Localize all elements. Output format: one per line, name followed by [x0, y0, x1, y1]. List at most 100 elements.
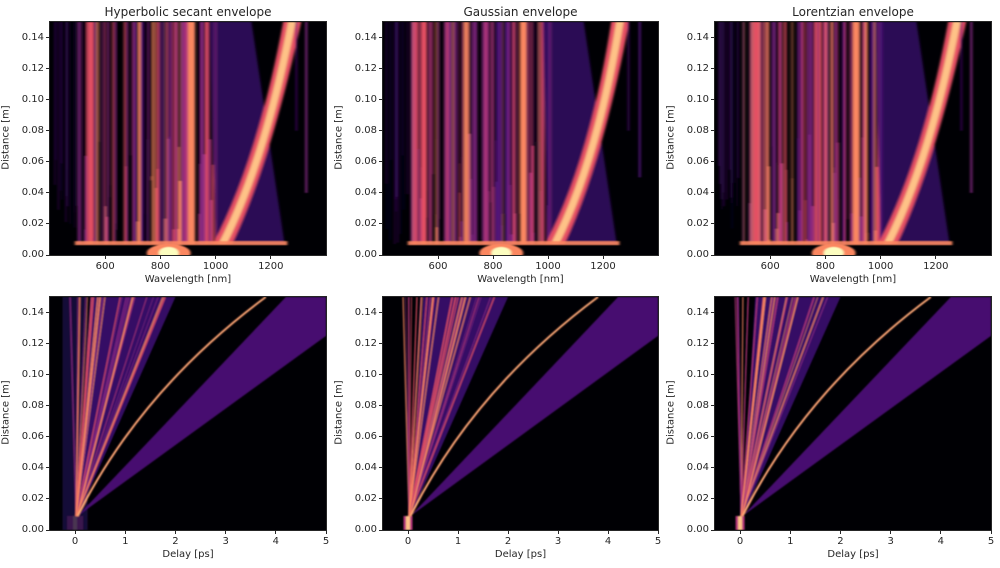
- y-tick: [379, 498, 383, 500]
- x-tick-label: 3: [554, 536, 562, 547]
- x-tick-label: 5: [654, 536, 662, 547]
- x-tick-label: 1: [454, 536, 462, 547]
- y-tick-label: 0.02: [686, 217, 709, 229]
- x-tick: [657, 530, 659, 534]
- x-tick-label: 1000: [867, 261, 894, 272]
- x-tick-label: 0: [404, 536, 412, 547]
- y-tick: [711, 130, 715, 132]
- y-tick: [379, 99, 383, 101]
- y-tick: [46, 374, 50, 376]
- y-tick-label: 0.08: [686, 399, 709, 411]
- y-tick-label: 0.08: [686, 124, 709, 136]
- x-tick: [935, 255, 937, 259]
- y-tick: [46, 529, 50, 531]
- y-tick: [711, 68, 715, 70]
- y-tick: [379, 467, 383, 469]
- y-tick: [379, 161, 383, 163]
- y-tick-label: 0.08: [21, 399, 44, 411]
- y-tick-label: 0.14: [21, 31, 44, 43]
- y-tick: [46, 254, 50, 256]
- y-tick-label: 0.06: [686, 430, 709, 442]
- chart-title: Gaussian envelope: [463, 5, 578, 19]
- x-tick-label: 3: [222, 536, 229, 547]
- y-tick-label: 0.04: [354, 186, 377, 198]
- x-tick-label: 4: [604, 536, 612, 547]
- y-tick: [711, 192, 715, 194]
- x-tick-label: 0: [736, 536, 744, 547]
- y-axis-label: Distance [m]: [333, 379, 345, 445]
- y-tick: [46, 68, 50, 70]
- x-tick-label: 2: [504, 536, 512, 547]
- y-tick: [379, 192, 383, 194]
- x-tick: [990, 530, 992, 534]
- y-tick-label: 0.08: [354, 399, 377, 411]
- y-tick-label: 0.12: [354, 337, 377, 349]
- x-tick: [457, 530, 459, 534]
- x-tick-label: 3: [887, 536, 894, 547]
- y-axis-label: Distance [m]: [0, 379, 12, 445]
- y-tick: [46, 99, 50, 101]
- x-tick-label: 1000: [535, 261, 561, 272]
- y-tick: [46, 343, 50, 345]
- x-tick: [104, 255, 106, 259]
- delay-heatmap: [383, 297, 658, 530]
- y-axis-label: Distance [m]: [665, 104, 677, 170]
- y-tick-label: 0.14: [686, 31, 709, 43]
- y-tick-label: 0.02: [354, 492, 377, 504]
- x-tick-label: 1200: [923, 261, 949, 272]
- y-tick-label: 0.12: [686, 62, 709, 74]
- x-tick-label: 2: [837, 536, 844, 547]
- x-tick: [124, 530, 126, 534]
- y-tick-label: 0.12: [21, 62, 44, 74]
- y-tick-label: 0.04: [686, 186, 709, 198]
- y-tick: [379, 529, 383, 531]
- x-tick-label: 1: [122, 536, 129, 547]
- y-tick-label: 0.10: [354, 93, 377, 105]
- y-tick-label: 0.06: [354, 155, 377, 167]
- y-tick-label: 0.14: [354, 31, 377, 43]
- y-tick-label: 0.00: [686, 524, 709, 535]
- y-tick-label: 0.12: [21, 337, 44, 349]
- y-tick: [379, 312, 383, 314]
- x-tick: [739, 530, 741, 534]
- y-tick-label: 0.02: [686, 492, 709, 504]
- y-tick: [711, 405, 715, 407]
- y-tick: [711, 529, 715, 531]
- y-tick: [379, 223, 383, 225]
- x-tick: [225, 530, 227, 534]
- x-tick: [557, 530, 559, 534]
- spectrum-heatmap: [715, 22, 991, 255]
- y-tick: [379, 405, 383, 407]
- y-tick-label: 0.08: [354, 124, 377, 136]
- x-tick-label: 800: [815, 261, 835, 272]
- x-tick: [437, 255, 439, 259]
- y-tick: [711, 312, 715, 314]
- x-tick-label: 5: [987, 536, 995, 547]
- y-tick-label: 0.06: [21, 155, 44, 167]
- y-tick-label: 0.04: [21, 186, 44, 198]
- x-tick: [607, 530, 609, 534]
- y-tick-label: 0.14: [21, 306, 44, 318]
- x-tick: [407, 530, 409, 534]
- x-tick: [839, 530, 841, 534]
- x-tick: [507, 530, 509, 534]
- y-tick-label: 0.14: [354, 306, 377, 318]
- y-tick-label: 0.04: [354, 461, 377, 473]
- y-tick: [379, 37, 383, 39]
- y-tick: [711, 343, 715, 345]
- x-tick-label: 5: [322, 536, 330, 547]
- y-tick: [711, 436, 715, 438]
- y-tick: [379, 68, 383, 70]
- x-tick-label: 1200: [258, 261, 284, 272]
- x-tick-label: 600: [95, 261, 115, 272]
- y-tick-label: 0.10: [686, 368, 709, 380]
- y-tick: [46, 312, 50, 314]
- x-tick: [880, 255, 882, 259]
- x-tick: [602, 255, 604, 259]
- x-tick: [492, 255, 494, 259]
- y-tick: [711, 161, 715, 163]
- x-axis-label: Wavelength [nm]: [809, 274, 897, 285]
- y-tick-label: 0.02: [354, 217, 377, 229]
- x-tick-label: 800: [483, 261, 503, 272]
- y-tick: [46, 130, 50, 132]
